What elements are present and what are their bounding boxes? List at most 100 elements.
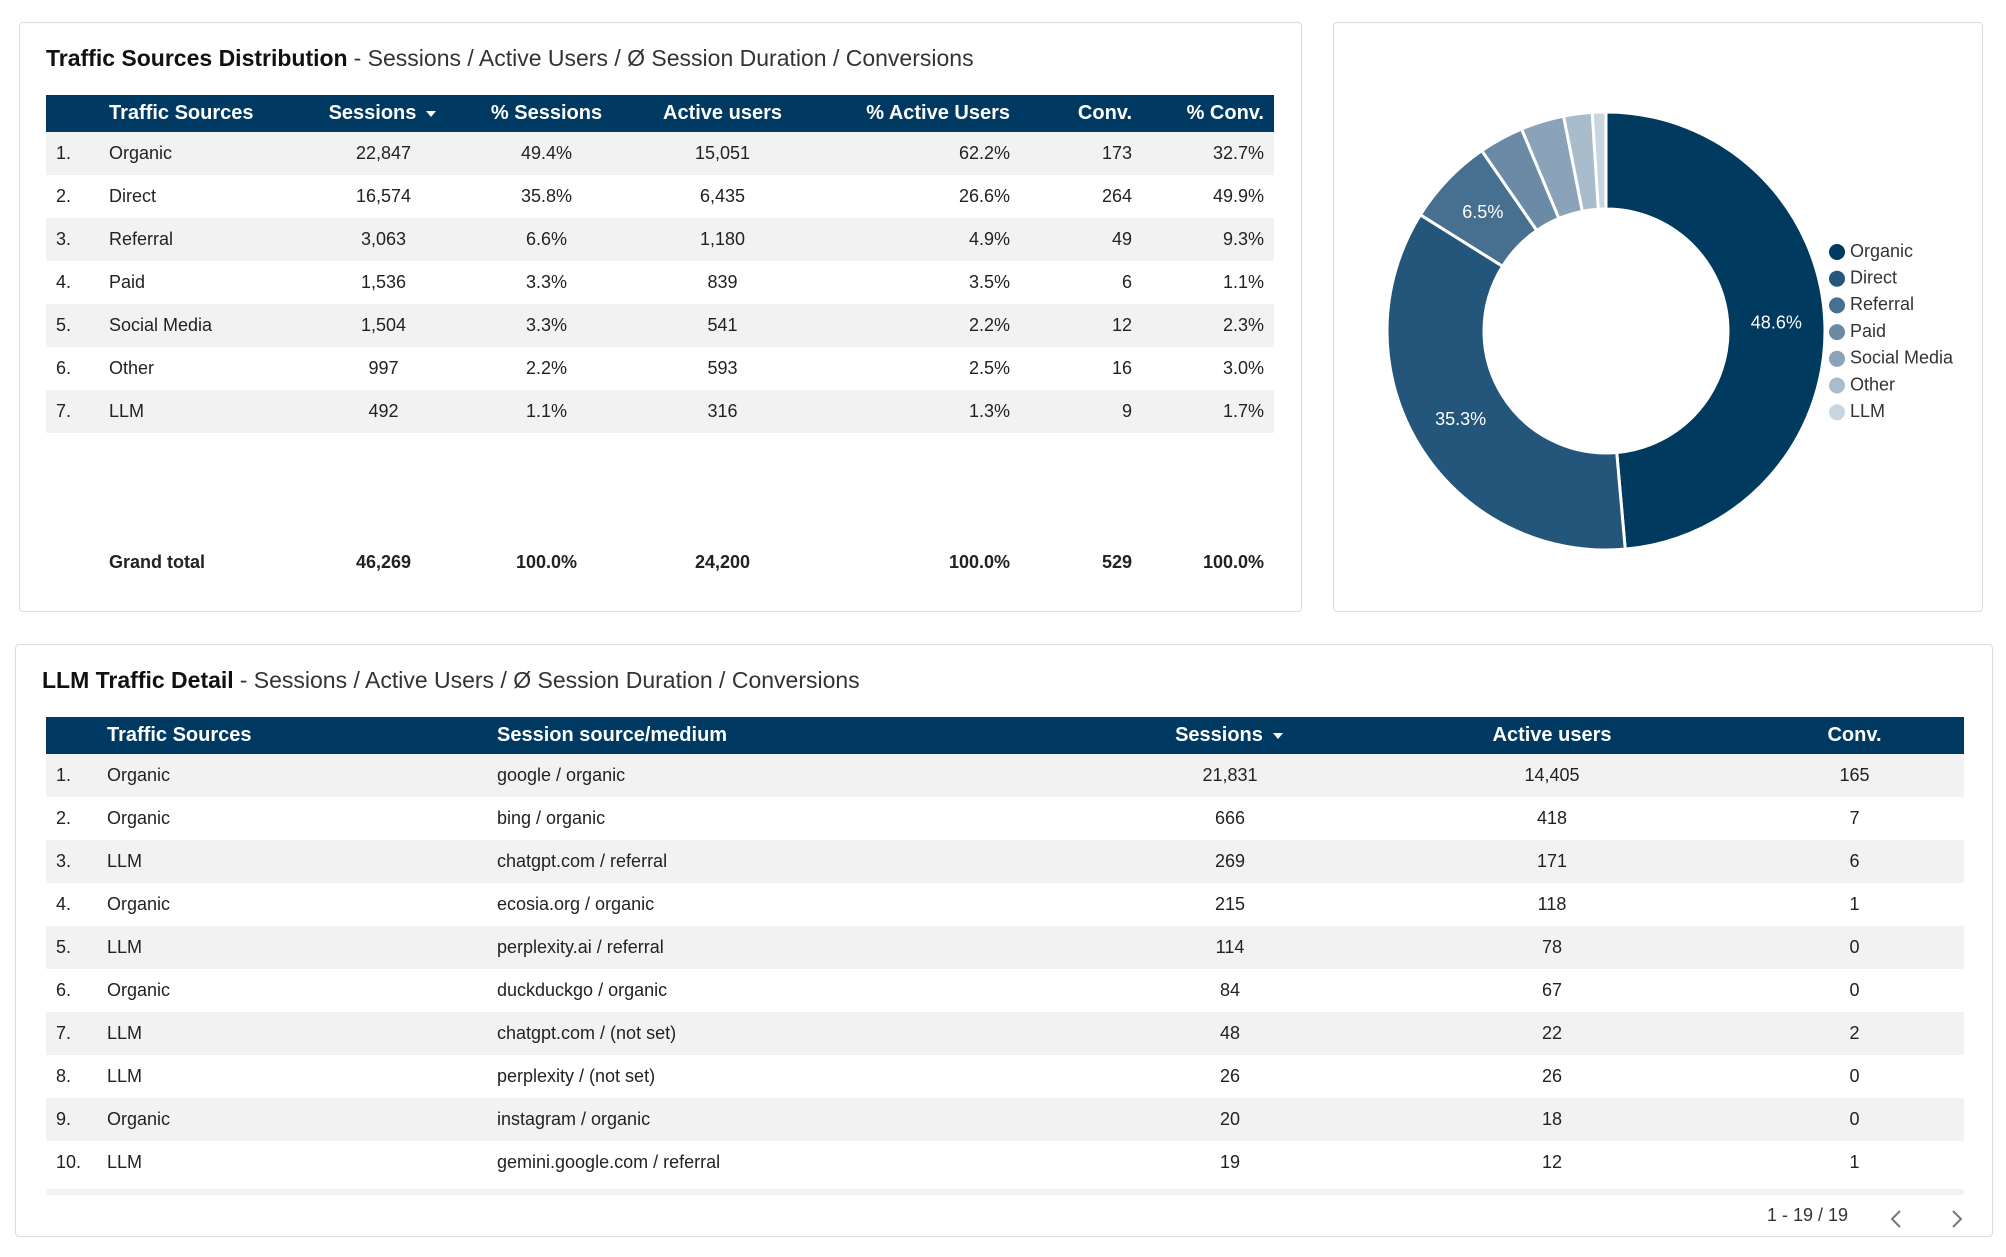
cell: 1 (1849, 1152, 1860, 1172)
cell: 19 (1219, 1152, 1241, 1172)
cell: 1,536 (360, 272, 407, 292)
cell: 1.3% (809, 390, 1020, 433)
table-row: 8. LLM perplexity / (not set) 26 26 0 (46, 1055, 1964, 1098)
header-cell: Active users (636, 95, 809, 132)
header-cell: Conv. (1745, 717, 1964, 754)
cell: 7. (46, 390, 99, 433)
cell: 3,063 (310, 218, 457, 261)
cell: 18 (1359, 1098, 1745, 1141)
cell: 1.1% (457, 390, 636, 433)
table-row: 9. Organic instagram / organic 20 18 0 (46, 1098, 1964, 1141)
donut-chart: 48.6% 35.3% 6.5% Organic Direct Referral Paid S… (1385, 110, 1954, 552)
cell: 0 (1849, 980, 1860, 1000)
legend-label: Direct (1850, 267, 1897, 287)
header-text: Conv. (1827, 724, 1882, 746)
header-cell (46, 717, 97, 754)
next-page[interactable] (1952, 1210, 1963, 1228)
cell: 118 (1537, 894, 1567, 914)
prev-page[interactable] (1890, 1210, 1901, 1228)
sources-table: Traffic Sources Sessions % Sessions Active … (46, 95, 1274, 584)
cell: 492 (310, 390, 457, 433)
header-text: Traffic Sources (109, 102, 254, 124)
slice (1385, 212, 1627, 552)
header-cell (46, 95, 99, 132)
pager (1890, 1210, 1963, 1228)
spacer (46, 433, 1274, 541)
cell: 21,831 (1101, 754, 1359, 797)
cell: Paid (109, 272, 146, 292)
cell: 49 (1020, 218, 1142, 261)
cell: 2.2% (809, 304, 1020, 347)
cell: 9 (1020, 390, 1142, 433)
total-cell: 529 (1101, 552, 1132, 572)
header-cell: % Sessions (457, 95, 636, 132)
cell: 20 (1101, 1098, 1359, 1141)
cell: LLM (107, 1152, 143, 1172)
panel-title: Traffic Sources Distribution - Sessions /… (46, 45, 974, 72)
cell: 49.9% (1212, 186, 1264, 206)
table-row: 5. LLM perplexity.ai / referral 114 78 0 (46, 926, 1964, 969)
cell: 6. (56, 358, 72, 378)
header-row: Traffic Sources Session source/medium Sess… (46, 717, 1964, 754)
header-cell[interactable]: Sessions (1101, 717, 1359, 754)
legend-swatch (1829, 324, 1845, 341)
header-cell: Conv. (1020, 95, 1142, 132)
cell: 22,847 (310, 132, 457, 175)
cell: 2. (56, 186, 72, 206)
cell: 67 (1541, 980, 1563, 1000)
cell: Organic (107, 808, 171, 828)
cell: LLM (97, 840, 487, 883)
cell: instagram / organic (487, 1098, 1101, 1141)
pie-panel: 48.6% 35.3% 6.5% Organic Direct Referral Paid S… (1333, 22, 1983, 612)
cell: 26 (1541, 1066, 1563, 1086)
total-row: Grand total 46,269 100.0% 24,200 100.0% 529 10… (46, 541, 1274, 584)
header-text: Active users (1492, 724, 1612, 746)
cell: 78 (1359, 926, 1745, 969)
cell: 1 (1849, 894, 1860, 914)
pagination: 1 - 19 / 19 (1767, 1205, 1849, 1225)
table-row: 5. Social Media 1,504 3.3% 541 2.2% 12 2.3% (46, 304, 1274, 347)
header-cell: Active users (1359, 717, 1745, 754)
slice (1604, 110, 1827, 551)
header-text: Session source/medium (497, 724, 728, 746)
cell: 3.3% (525, 272, 568, 292)
total-cell: 100.0% (948, 552, 1010, 572)
cell: 1.1% (1222, 272, 1264, 292)
legend-swatch (1829, 297, 1845, 314)
total-cell: Grand total (109, 552, 206, 572)
legend-label: Social Media (1850, 348, 1954, 368)
cell: 541 (636, 304, 809, 347)
cell: Organic (107, 980, 171, 1000)
cell: 6.6% (457, 218, 636, 261)
cell: 1. (46, 132, 99, 175)
cell: 215 (1214, 894, 1246, 914)
cell: 3. (46, 840, 97, 883)
cell: 2.2% (525, 358, 568, 378)
header-text: Active users (663, 102, 782, 124)
spacer-row (46, 433, 1274, 541)
cell: chatgpt.com / (not set) (487, 1012, 1101, 1055)
table-row: 1. Organic google / organic 21,831 14,405 165 (46, 754, 1964, 797)
title: LLM Traffic Detail (42, 667, 234, 693)
cell: gemini.google.com / referral (497, 1152, 721, 1172)
header-cell[interactable]: Sessions (310, 95, 457, 132)
cell: ecosia.org / organic (497, 894, 655, 914)
cell: Organic (99, 132, 310, 175)
subtitle: - Sessions / Active Users / Ø Session Du… (239, 667, 860, 693)
cell: 6,435 (699, 186, 746, 206)
cell: LLM (97, 1012, 487, 1055)
cell: 15,051 (636, 132, 809, 175)
scroll-edge (46, 1189, 1964, 1195)
cell: 173 (1020, 132, 1142, 175)
slice (1590, 110, 1608, 211)
cell: 2.3% (1142, 304, 1274, 347)
cell: perplexity / (not set) (497, 1066, 656, 1086)
header-text: % Sessions (490, 102, 603, 124)
cell: perplexity.ai / referral (487, 926, 1101, 969)
cell: duckduckgo / organic (497, 980, 668, 1000)
table-row: 1. Organic 22,847 49.4% 15,051 62.2% 173 32.7% (46, 132, 1274, 175)
cell: 12 (1020, 304, 1142, 347)
cell: 9. (46, 1098, 97, 1141)
cell: 997 (368, 358, 399, 378)
